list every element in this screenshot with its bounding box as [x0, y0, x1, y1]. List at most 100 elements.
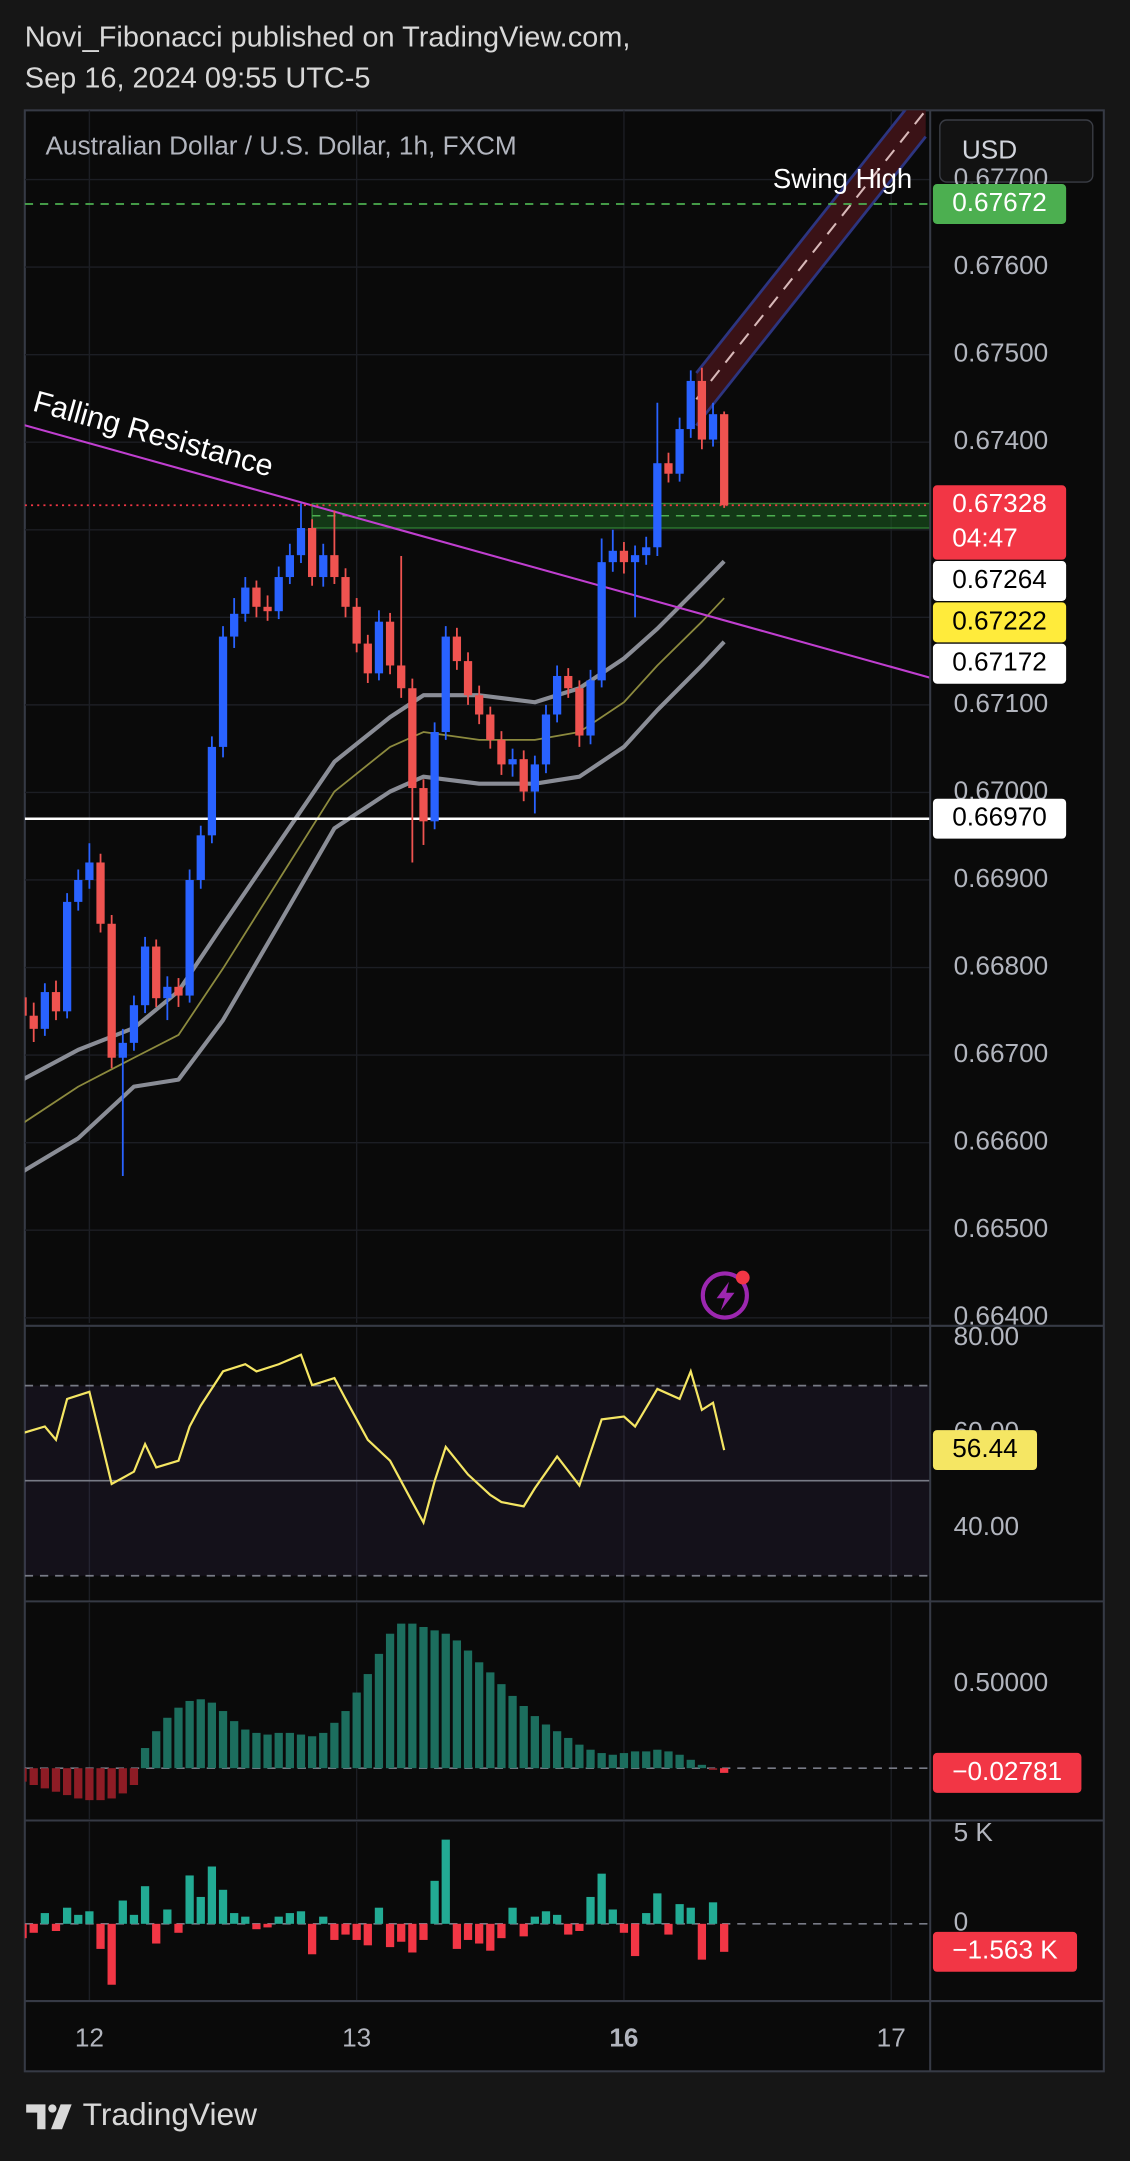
histogram-bar	[530, 1716, 539, 1769]
x-tick-label: 12	[75, 2023, 104, 2053]
histogram-bar	[40, 1913, 49, 1924]
histogram-bar	[252, 1732, 261, 1769]
histogram-bar	[642, 1751, 651, 1769]
histogram-bar	[597, 1873, 606, 1924]
publisher: Novi_Fibonacci published on TradingView.…	[25, 21, 631, 53]
histogram-bar	[296, 1911, 306, 1924]
histogram-bar	[174, 1923, 183, 1933]
candle-body	[96, 862, 105, 924]
histogram-bar	[285, 1913, 294, 1924]
band-line	[24, 597, 725, 1123]
currency[interactable]: USD	[962, 135, 1017, 165]
candle-body	[452, 636, 462, 662]
pane-grid	[24, 110, 931, 1324]
candle-body	[241, 587, 250, 614]
candle-body	[564, 675, 573, 689]
candle-body	[218, 636, 228, 747]
histogram-bar	[475, 1923, 484, 1944]
y-tick-label: 0.66400	[954, 1301, 1049, 1331]
histogram-bar	[241, 1916, 250, 1924]
histogram-bar	[274, 1732, 283, 1769]
histogram-bar	[486, 1923, 495, 1951]
last-value-tag-box	[932, 1931, 1078, 1972]
brand-logo	[26, 2104, 72, 2130]
alert-dot[interactable]	[735, 1270, 750, 1285]
swing-high-tag-box	[932, 184, 1067, 225]
histogram-bar	[51, 1768, 61, 1792]
last-value-tag-box	[932, 1752, 1082, 1793]
x-tick-label: 16	[609, 2023, 638, 2053]
histogram-bar	[352, 1692, 361, 1769]
candle-body	[274, 577, 283, 612]
histogram-bar	[51, 1923, 61, 1931]
histogram-bar	[29, 1923, 38, 1933]
currency-button[interactable]	[939, 119, 1094, 183]
histogram-bar	[586, 1896, 595, 1924]
histogram-bar	[85, 1768, 94, 1801]
y-tick-label: 0	[954, 1907, 969, 1937]
candle-body	[51, 992, 61, 1012]
candle-body	[319, 555, 328, 578]
histogram-bar	[497, 1923, 506, 1939]
candle-body	[352, 606, 361, 644]
price-tag: 0.67328	[952, 488, 1047, 518]
histogram-bar	[352, 1923, 361, 1940]
support-tag-box	[932, 798, 1067, 839]
histogram-bar	[385, 1923, 395, 1948]
candle-body	[24, 997, 27, 1016]
y-tick-label: 40.00	[954, 1511, 1020, 1541]
pane-marks	[24, 1353, 931, 1577]
y-tick-label: 80.00	[954, 1321, 1020, 1351]
histogram-bar	[508, 1907, 517, 1924]
histogram-bar	[174, 1707, 183, 1769]
candle-body	[29, 1015, 38, 1029]
candle-body	[552, 675, 562, 715]
candle-body	[341, 577, 350, 607]
histogram-bar	[374, 1653, 384, 1769]
candle-body	[152, 946, 161, 999]
histogram-bar	[720, 1923, 729, 1952]
histogram-bar	[62, 1907, 72, 1924]
histogram-bar	[62, 1768, 72, 1796]
rsi-tag: 56.44	[952, 1433, 1018, 1463]
histogram-bar	[597, 1753, 606, 1769]
candle-body	[419, 788, 428, 822]
histogram-bar	[452, 1640, 462, 1769]
channel-fill	[696, 110, 926, 426]
alert-bolt[interactable]	[716, 1281, 735, 1311]
histogram-bar	[419, 1923, 428, 1940]
histogram-bar	[575, 1744, 584, 1769]
histogram-bar	[241, 1729, 250, 1769]
histogram-bar	[207, 1702, 217, 1769]
histogram-bar	[307, 1923, 317, 1955]
histogram-bar	[118, 1900, 127, 1924]
candle-body	[508, 759, 517, 765]
candle-body	[586, 680, 595, 736]
histogram-bar	[586, 1749, 595, 1769]
candle-body	[675, 429, 684, 474]
histogram-bar	[686, 1907, 695, 1924]
histogram-bar	[653, 1893, 662, 1924]
candle-body	[608, 550, 617, 563]
histogram-bar	[140, 1886, 150, 1924]
support-tag: 0.66970	[952, 802, 1047, 832]
alert-ring[interactable]	[700, 1271, 749, 1320]
histogram-bar	[185, 1700, 194, 1769]
countdown: 04:47	[952, 523, 1018, 553]
channel-edge	[695, 110, 907, 374]
histogram-bar	[519, 1923, 528, 1937]
histogram-bar	[319, 1732, 328, 1769]
histogram-bar	[664, 1923, 673, 1935]
histogram-bar	[118, 1768, 127, 1794]
histogram-bar	[196, 1896, 205, 1924]
histogram-bar	[619, 1923, 629, 1933]
candle-body	[196, 835, 205, 880]
candle-body	[397, 665, 406, 689]
histogram-bar	[430, 1880, 439, 1924]
candle-body	[619, 550, 629, 563]
alert-icon[interactable]	[700, 1270, 750, 1320]
histogram-bar	[697, 1923, 707, 1960]
logo-part	[48, 2104, 57, 2113]
histogram-bar	[96, 1923, 105, 1949]
